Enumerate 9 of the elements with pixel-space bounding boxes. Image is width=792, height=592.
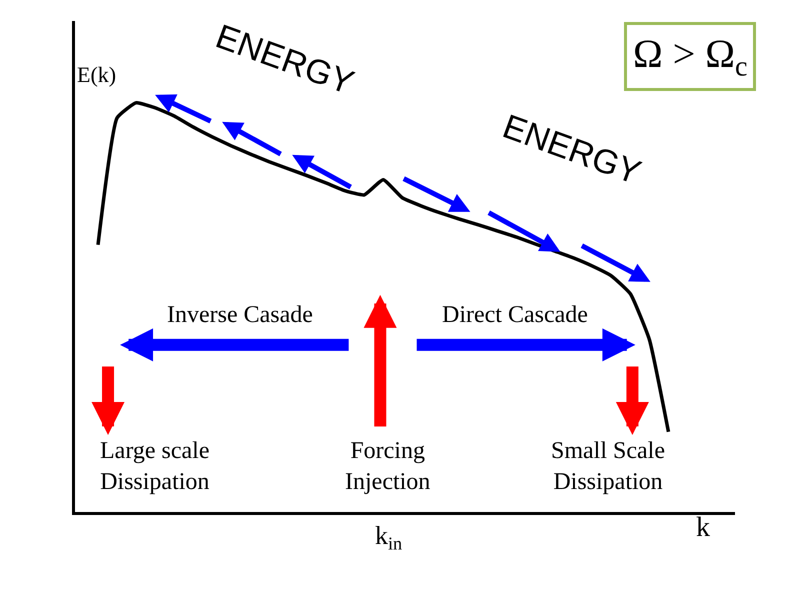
x-axis-title: k	[696, 512, 710, 543]
y-axis-title: E(k)	[77, 62, 116, 87]
text: Ω > Ω$_{c}$	[633, 31, 748, 82]
annotation: Forcing Injection	[345, 438, 430, 496]
annotation: Inverse Casade	[167, 302, 313, 328]
text: k$_{in}$	[375, 521, 402, 554]
annotation: Small Scale Dissipation	[551, 438, 665, 496]
annotation: Direct Cascade	[442, 302, 588, 328]
annotation: Large scale Dissipation	[100, 438, 210, 496]
